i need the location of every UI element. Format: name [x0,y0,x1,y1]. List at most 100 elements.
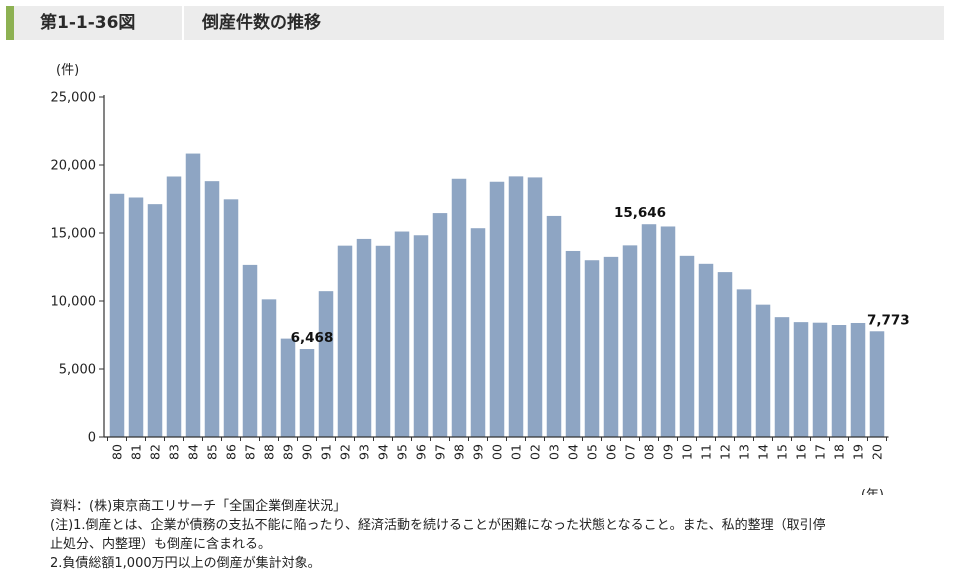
bar [717,272,733,437]
x-tick-label: 81 [129,444,144,460]
x-tick-label: 20 [870,444,885,460]
x-tick-label: 09 [661,444,676,460]
x-tick-label: 05 [585,444,600,460]
x-tick-label: 88 [262,444,277,460]
x-tick-label: 17 [813,444,828,460]
header-divider [182,6,184,40]
data-label: 15,646 [614,205,666,221]
x-tick-label: 04 [566,444,581,460]
bar [774,317,790,437]
bar [413,235,429,437]
bar [470,228,486,437]
bar [812,322,828,437]
source-note: 資料：(株)東京商工リサーチ「全国企業倒産状況」 [50,499,347,514]
x-tick-label: 13 [737,444,752,460]
x-tick-label: 94 [376,444,391,460]
bar [242,264,258,437]
y-tick-label: 5,000 [59,363,96,378]
bar [166,176,182,437]
bar [223,199,239,437]
x-tick-label: 97 [433,444,448,460]
x-tick-label: 12 [718,444,733,460]
note-1-line-2: 止処分、内整理）も倒産に含まれる。 [50,537,272,552]
figure-title: 倒産件数の推移 [202,13,321,33]
bar [622,245,638,437]
bar [337,245,353,437]
bar [451,178,467,438]
x-tick-label: 16 [794,444,809,460]
figure-number: 第1-1-36図 [40,13,136,33]
y-tick-label: 20,000 [51,159,97,174]
bar [660,226,676,437]
x-tick-label: 19 [851,444,866,460]
x-tick-label: 10 [680,444,695,460]
bar [850,322,866,437]
x-tick-label: 99 [471,444,486,460]
bar [375,245,391,437]
x-tick-label: 89 [281,444,296,460]
bar [641,224,657,437]
x-tick-label: 84 [186,444,201,460]
bar [432,213,448,437]
bar [147,204,163,437]
x-tick-label: 18 [832,444,847,460]
bar [394,231,410,437]
bar [755,304,771,437]
x-tick-label: 80 [110,444,125,460]
bar [698,263,714,437]
bar [869,331,885,437]
x-tick-label: 00 [490,444,505,460]
x-tick-label: 06 [604,444,619,460]
x-tick-label: 15 [775,444,790,460]
bar [489,181,505,437]
data-label: 6,468 [291,330,334,346]
header-accent-bar [6,6,14,40]
bar [261,299,277,437]
y-tick-label: 25,000 [51,91,97,106]
x-tick-label: 83 [167,444,182,460]
x-tick-label: 03 [547,444,562,460]
x-tick-label: 82 [148,444,163,460]
bar [527,177,543,437]
bar [109,193,125,437]
x-tick-label: 92 [338,444,353,460]
x-tick-label: 93 [357,444,372,460]
bar [318,291,334,437]
x-tick-label: 96 [414,444,429,460]
y-tick-label: 0 [88,431,96,446]
bar [603,256,619,437]
bar [128,197,144,437]
bar [679,255,695,437]
x-tick-label: 90 [300,444,315,460]
x-tick-label: 86 [224,444,239,460]
bar [508,176,524,437]
x-tick-label: 95 [395,444,410,460]
bar [546,215,562,437]
x-tick-label: 14 [756,444,771,460]
bar [831,325,847,437]
bar [185,153,201,437]
x-axis-label: (年) [861,488,884,495]
bar [280,338,296,437]
bar [565,250,581,437]
bar [793,322,809,437]
x-tick-label: 85 [205,444,220,460]
bar [356,238,372,437]
y-tick-label: 15,000 [51,227,97,242]
y-axis-label: (件) [56,63,79,78]
note-2: 2.負債総額1,000万円以上の倒産が集計対象。 [50,556,321,571]
notes-block: 資料：(株)東京商工リサーチ「全国企業倒産状況」 (注)1.倒産とは、企業が債務… [50,497,930,573]
note-1-line-1: (注)1.倒産とは、企業が債務の支払不能に陥ったり、経済活動を続けることが困難に… [50,518,826,533]
bar [204,181,220,437]
x-tick-label: 08 [642,444,657,460]
bar [584,260,600,437]
data-label: 7,773 [867,312,910,328]
x-tick-label: 91 [319,444,334,460]
x-tick-label: 87 [243,444,258,460]
x-tick-label: 11 [699,444,714,460]
x-tick-label: 02 [528,444,543,460]
figure-header: 第1-1-36図 倒産件数の推移 [6,6,944,40]
y-tick-label: 10,000 [51,295,97,310]
x-tick-label: 98 [452,444,467,460]
